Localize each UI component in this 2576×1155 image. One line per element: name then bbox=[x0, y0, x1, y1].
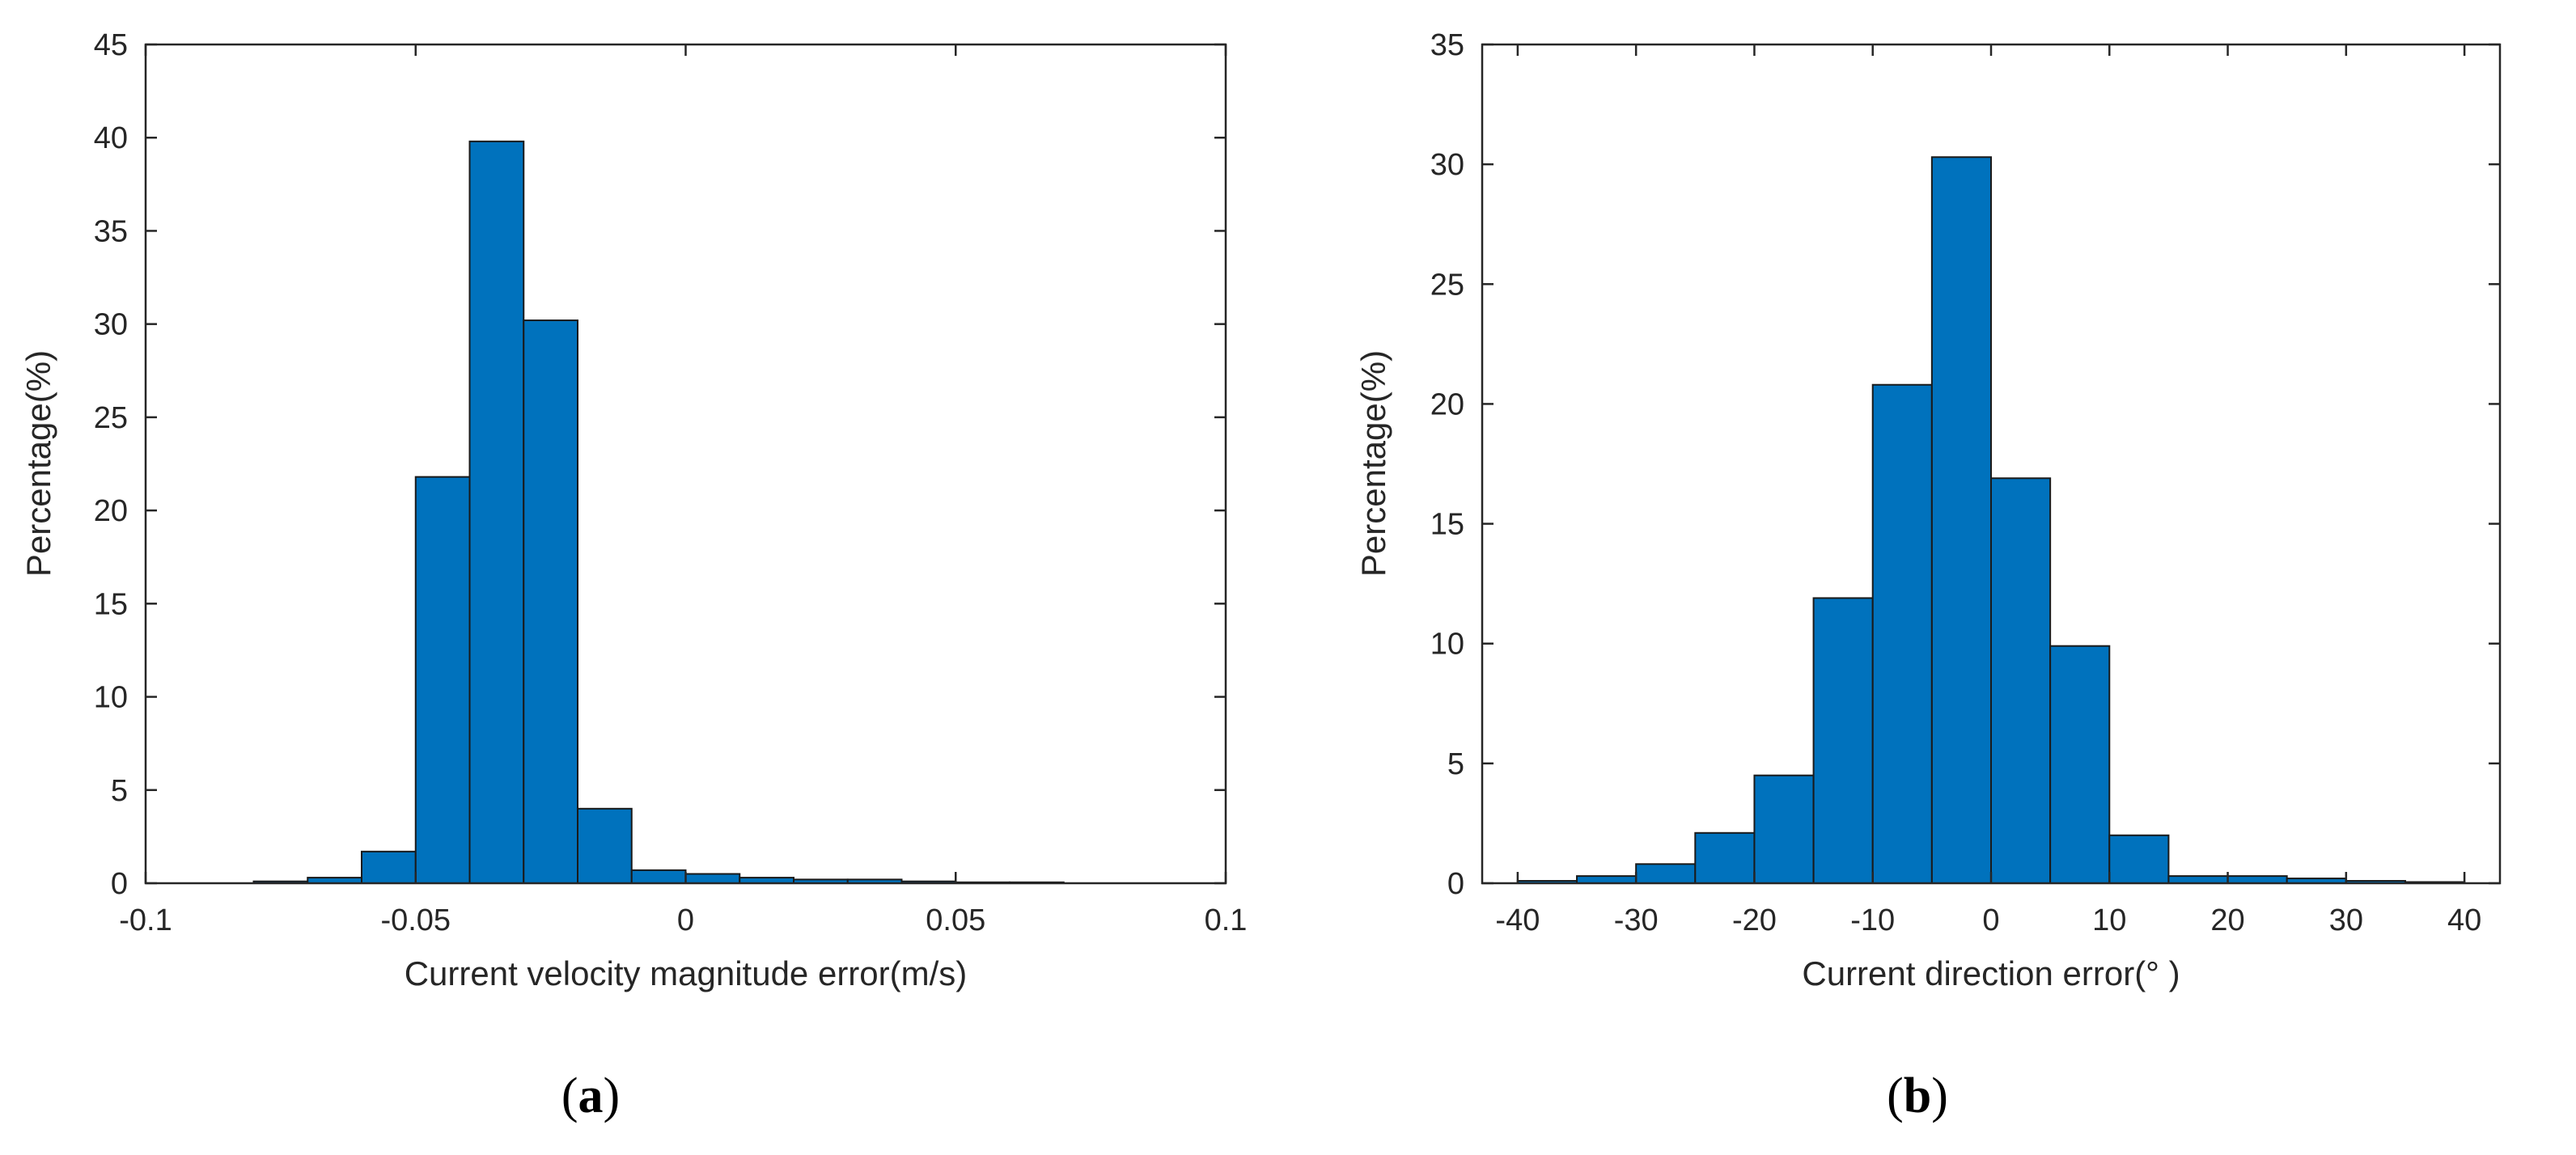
y-tick-label-b-7: 35 bbox=[1430, 28, 1464, 62]
x-tick-label-b-7: 30 bbox=[2329, 903, 2363, 937]
y-tick-label-a-3: 15 bbox=[94, 587, 128, 621]
y-tick-label-a-5: 25 bbox=[94, 401, 128, 435]
y-tick-label-b-0: 0 bbox=[1447, 867, 1464, 901]
histogram-bar-b-4 bbox=[1753, 774, 1815, 885]
y-tick-label-b-5: 25 bbox=[1430, 268, 1464, 302]
x-tick-label-b-2: -20 bbox=[1732, 903, 1777, 937]
plot-area-frame-a bbox=[144, 43, 1227, 885]
y-tick-label-b-4: 20 bbox=[1430, 387, 1464, 421]
y-tick-label-a-8: 40 bbox=[94, 121, 128, 155]
histogram-bar-b-9 bbox=[2049, 645, 2111, 884]
histogram-bar-b-1 bbox=[1576, 875, 1638, 885]
chart-panel-a: -0.1 -0.05 0 0.05 0.1 0 5 10 15 20 25 30 35 40 45 Curre… bbox=[19, 28, 1247, 1123]
histogram-bar-b-7 bbox=[1930, 156, 1992, 885]
y-tick-label-b-1: 5 bbox=[1447, 747, 1464, 781]
y-tick-label-b-6: 30 bbox=[1430, 148, 1464, 182]
x-axis-label-b: Current direction error(° ) bbox=[1802, 954, 2180, 992]
x-tick-label-a-3: 0.05 bbox=[926, 903, 985, 937]
panel-caption-b: (b) bbox=[1887, 1068, 1948, 1123]
y-tick-label-a-6: 30 bbox=[94, 308, 128, 342]
histogram-bar-a-2 bbox=[361, 850, 417, 885]
histogram-bar-b-6 bbox=[1871, 383, 1933, 884]
x-tick-label-a-2: 0 bbox=[677, 903, 694, 937]
histogram-bar-a-8 bbox=[684, 873, 741, 885]
histogram-bar-b-5 bbox=[1812, 597, 1874, 884]
x-tick-label-b-0: -40 bbox=[1495, 903, 1540, 937]
x-tick-label-a-4: 0.1 bbox=[1205, 903, 1248, 937]
y-axis-label-a: Percentage(%) bbox=[19, 350, 57, 577]
x-axis-label-a: Current velocity magnitude error(m/s) bbox=[405, 954, 968, 992]
y-tick-label-b-2: 10 bbox=[1430, 628, 1464, 662]
y-tick-label-a-9: 45 bbox=[94, 28, 128, 62]
x-tick-label-b-8: 40 bbox=[2447, 903, 2481, 937]
x-tick-label-b-6: 20 bbox=[2210, 903, 2244, 937]
x-tick-label-b-3: -10 bbox=[1850, 903, 1895, 937]
y-tick-label-a-0: 0 bbox=[111, 867, 128, 901]
x-tick-label-a-0: -0.1 bbox=[119, 903, 172, 937]
histogram-bar-a-4 bbox=[468, 140, 525, 884]
y-tick-label-a-7: 35 bbox=[94, 214, 128, 248]
histogram-bar-a-6 bbox=[577, 807, 633, 884]
y-tick-label-a-4: 20 bbox=[94, 494, 128, 528]
x-tick-label-b-4: 0 bbox=[1982, 903, 1999, 937]
x-tick-label-a-1: -0.05 bbox=[380, 903, 451, 937]
histogram-bar-b-10 bbox=[2108, 834, 2170, 884]
histogram-bar-b-2 bbox=[1635, 863, 1697, 884]
histogram-bar-a-7 bbox=[630, 869, 687, 885]
y-tick-label-a-1: 5 bbox=[111, 774, 128, 808]
histogram-bar-b-11 bbox=[2167, 875, 2229, 885]
panel-caption-a: (a) bbox=[561, 1068, 620, 1123]
histogram-bar-b-8 bbox=[1990, 477, 2052, 885]
histogram-bar-a-5 bbox=[523, 319, 578, 884]
x-tick-label-b-5: 10 bbox=[2092, 903, 2126, 937]
y-axis-label-b: Percentage(%) bbox=[1354, 350, 1392, 577]
histogram-bar-a-3 bbox=[414, 476, 471, 884]
y-tick-label-b-3: 15 bbox=[1430, 508, 1464, 542]
x-tick-label-b-1: -30 bbox=[1614, 903, 1659, 937]
chart-panel-b: -40 -30 -20 -10 0 10 20 30 40 0 5 10 15 20 25 30 35 Curre… bbox=[1354, 28, 2502, 1123]
y-tick-label-a-2: 10 bbox=[94, 681, 128, 715]
histogram-bar-b-3 bbox=[1694, 831, 1756, 885]
histogram-bar-b-12 bbox=[2226, 875, 2288, 885]
